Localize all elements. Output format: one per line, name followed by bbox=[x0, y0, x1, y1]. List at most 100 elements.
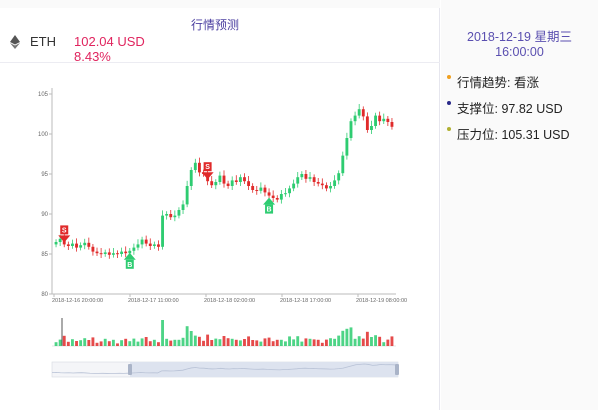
volume-bar bbox=[308, 338, 312, 346]
candle-body bbox=[243, 177, 246, 182]
volume-bar bbox=[177, 339, 181, 346]
y-tick-label: 95 bbox=[41, 172, 48, 178]
candlestick-chart[interactable]: S B S B 80 85 90 95 100 105 2018-12-16 20:00:00 20… bbox=[0, 0, 440, 410]
volume-bar bbox=[103, 338, 107, 346]
candle-body bbox=[91, 246, 95, 252]
volume-bar bbox=[243, 339, 246, 346]
candle-body bbox=[144, 239, 148, 244]
candle-body bbox=[95, 251, 99, 254]
volume-bar bbox=[357, 336, 361, 346]
volume-bar bbox=[148, 341, 152, 346]
volume-bar bbox=[345, 328, 349, 346]
candle-body bbox=[378, 115, 382, 122]
candle-body bbox=[382, 118, 386, 122]
bullet-dot bbox=[447, 75, 451, 79]
volume-bar bbox=[91, 337, 95, 346]
candles bbox=[54, 104, 394, 259]
candle-body bbox=[271, 195, 275, 198]
candle-body bbox=[87, 242, 91, 247]
divider bbox=[0, 62, 440, 63]
candle-body bbox=[300, 174, 304, 178]
candle-body bbox=[284, 193, 287, 195]
slider-left-handle[interactable] bbox=[128, 364, 132, 375]
volume-bar bbox=[374, 335, 377, 346]
candle-body bbox=[120, 251, 124, 254]
volume-bar bbox=[349, 327, 353, 346]
candle-body bbox=[234, 180, 238, 182]
candle-body bbox=[353, 115, 357, 122]
slider-right-handle[interactable] bbox=[395, 364, 399, 375]
top-bar bbox=[0, 0, 440, 8]
candle-body bbox=[111, 253, 115, 255]
volume-bar bbox=[353, 338, 357, 346]
candle-body bbox=[58, 238, 62, 242]
candle-body bbox=[341, 155, 345, 174]
candle-body bbox=[279, 194, 283, 200]
slider-preview-line bbox=[51, 363, 399, 374]
volume-bar bbox=[316, 339, 320, 346]
candle-body bbox=[386, 118, 390, 122]
volume-bar bbox=[267, 337, 271, 346]
candle-body bbox=[333, 180, 337, 186]
candle-body bbox=[165, 214, 169, 216]
candle-body bbox=[320, 183, 324, 186]
volume-bar bbox=[230, 338, 234, 346]
volume-bar bbox=[390, 336, 394, 346]
candle-body bbox=[345, 138, 349, 156]
volume-bar bbox=[333, 338, 337, 346]
candle-body bbox=[296, 177, 300, 184]
volume-bar bbox=[124, 338, 128, 346]
volume-bar bbox=[206, 334, 210, 346]
sidebar-item-resistance: 压力位: 105.31 USD bbox=[447, 124, 570, 143]
candle-body bbox=[357, 109, 361, 116]
volume-bar bbox=[71, 339, 74, 346]
candle-body bbox=[251, 186, 255, 190]
y-tick-label: 80 bbox=[41, 292, 48, 298]
x-tick-label: 2018-12-17 11:00:00 bbox=[128, 298, 179, 304]
volume-bar bbox=[197, 336, 201, 346]
volume-bar bbox=[284, 341, 287, 346]
volume-bar bbox=[218, 339, 222, 346]
ethereum-icon bbox=[10, 35, 20, 49]
buy-badge bbox=[125, 259, 134, 269]
candle-body bbox=[238, 177, 242, 182]
sell-label: S bbox=[205, 164, 210, 171]
candle-body bbox=[226, 183, 230, 186]
sidebar: 2018-12-19 星期三 16:00:00 行情趋势: 看涨 支撑位: 97… bbox=[441, 0, 598, 410]
candle-body bbox=[66, 244, 70, 246]
volume-bar bbox=[169, 340, 173, 346]
candle-body bbox=[349, 121, 353, 138]
volume-bar bbox=[58, 339, 62, 346]
volume-bar bbox=[189, 331, 193, 346]
candle-body bbox=[75, 243, 78, 248]
volume-bar bbox=[275, 339, 279, 346]
candle-body bbox=[181, 204, 185, 210]
volume-bar bbox=[144, 337, 148, 346]
volume-bar bbox=[107, 341, 111, 346]
candle-body bbox=[83, 242, 87, 246]
candle-body bbox=[197, 162, 201, 173]
volume-bar bbox=[238, 340, 242, 346]
candle-body bbox=[107, 252, 111, 255]
x-tick-label: 2018-12-18 02:00:00 bbox=[204, 298, 255, 304]
candle-body bbox=[152, 244, 156, 246]
candle-body bbox=[365, 116, 369, 130]
candle-body bbox=[230, 180, 234, 186]
sell-arrow-icon bbox=[58, 235, 71, 243]
candle-body bbox=[132, 247, 136, 251]
volume-bar bbox=[226, 338, 230, 346]
y-tick-label: 100 bbox=[38, 132, 49, 138]
volume-bar bbox=[341, 330, 345, 346]
candle-body bbox=[177, 210, 181, 216]
volume-bar bbox=[111, 339, 115, 346]
sidebar-time: 16:00:00 bbox=[495, 45, 544, 59]
chart-axes: 80 85 90 95 100 105 2018-12-16 20:00:00 2018-12… bbox=[38, 88, 407, 304]
candle-body bbox=[157, 244, 160, 247]
sell-badge bbox=[60, 225, 69, 235]
candle-body bbox=[275, 198, 279, 200]
volume-bar bbox=[386, 339, 390, 346]
volume-bar bbox=[152, 339, 156, 346]
volume-bar bbox=[193, 335, 197, 346]
x-tick-label: 2018-12-19 08:00:00 bbox=[356, 298, 407, 304]
volume-bar bbox=[324, 339, 328, 346]
